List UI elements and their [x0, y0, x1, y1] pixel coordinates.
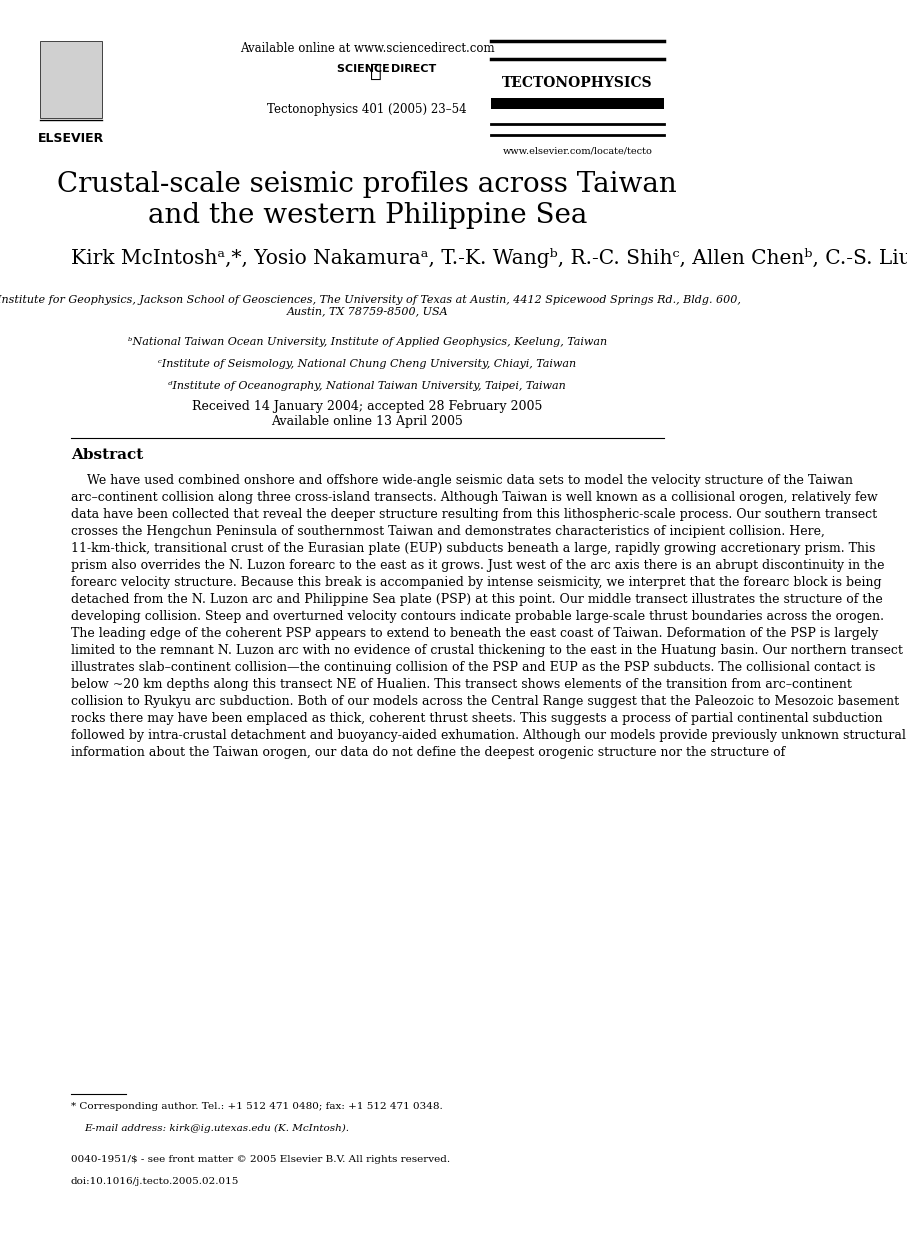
Text: ELSEVIER: ELSEVIER — [37, 132, 104, 146]
Text: Available online at www.sciencedirect.com: Available online at www.sciencedirect.co… — [240, 42, 494, 56]
Text: Abstract: Abstract — [71, 448, 143, 462]
Text: doi:10.1016/j.tecto.2005.02.015: doi:10.1016/j.tecto.2005.02.015 — [71, 1177, 239, 1186]
FancyBboxPatch shape — [40, 41, 102, 118]
Text: SCIENCE: SCIENCE — [337, 64, 397, 74]
Text: DIRECT: DIRECT — [392, 64, 436, 74]
Text: Tectonophysics 401 (2005) 23–54: Tectonophysics 401 (2005) 23–54 — [268, 103, 467, 116]
Text: ⓐ: ⓐ — [370, 63, 382, 82]
Text: Kirk McIntoshᵃ,*, Yosio Nakamuraᵃ, T.-K. Wangᵇ, R.-C. Shihᶜ, Allen Chenᵇ, C.-S. : Kirk McIntoshᵃ,*, Yosio Nakamuraᵃ, T.-K.… — [71, 248, 907, 267]
Text: Received 14 January 2004; accepted 28 February 2005
Available online 13 April 20: Received 14 January 2004; accepted 28 Fe… — [192, 400, 542, 428]
Text: 0040-1951/$ - see front matter © 2005 Elsevier B.V. All rights reserved.: 0040-1951/$ - see front matter © 2005 El… — [71, 1155, 450, 1164]
Text: www.elsevier.com/locate/tecto: www.elsevier.com/locate/tecto — [502, 146, 652, 155]
Text: ᵈInstitute of Oceanography, National Taiwan University, Taipei, Taiwan: ᵈInstitute of Oceanography, National Tai… — [169, 381, 566, 391]
Text: ᶜInstitute of Seismology, National Chung Cheng University, Chiayi, Taiwan: ᶜInstitute of Seismology, National Chung… — [158, 359, 576, 369]
Text: E-mail address: kirk@ig.utexas.edu (K. McIntosh).: E-mail address: kirk@ig.utexas.edu (K. M… — [84, 1124, 349, 1133]
Text: Crustal-scale seismic profiles across Taiwan
and the western Philippine Sea: Crustal-scale seismic profiles across Ta… — [57, 171, 678, 229]
Text: * Corresponding author. Tel.: +1 512 471 0480; fax: +1 512 471 0348.: * Corresponding author. Tel.: +1 512 471… — [71, 1102, 443, 1110]
Text: ᵃInstitute for Geophysics, Jackson School of Geosciences, The University of Texa: ᵃInstitute for Geophysics, Jackson Schoo… — [0, 295, 741, 316]
Text: TECTONOPHYSICS: TECTONOPHYSICS — [502, 76, 653, 89]
Text: We have used combined onshore and offshore wide-angle seismic data sets to model: We have used combined onshore and offsho… — [71, 474, 905, 759]
Text: ᵇNational Taiwan Ocean University, Institute of Applied Geophysics, Keelung, Tai: ᵇNational Taiwan Ocean University, Insti… — [128, 337, 607, 347]
FancyBboxPatch shape — [492, 98, 664, 109]
